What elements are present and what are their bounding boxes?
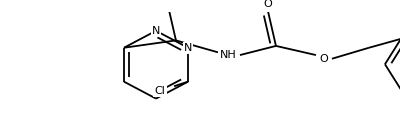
Text: NH: NH xyxy=(220,50,236,60)
Text: N: N xyxy=(152,26,160,36)
Text: O: O xyxy=(320,54,328,64)
Text: Cl: Cl xyxy=(155,86,166,96)
Text: N: N xyxy=(184,43,192,53)
Text: O: O xyxy=(264,0,272,9)
